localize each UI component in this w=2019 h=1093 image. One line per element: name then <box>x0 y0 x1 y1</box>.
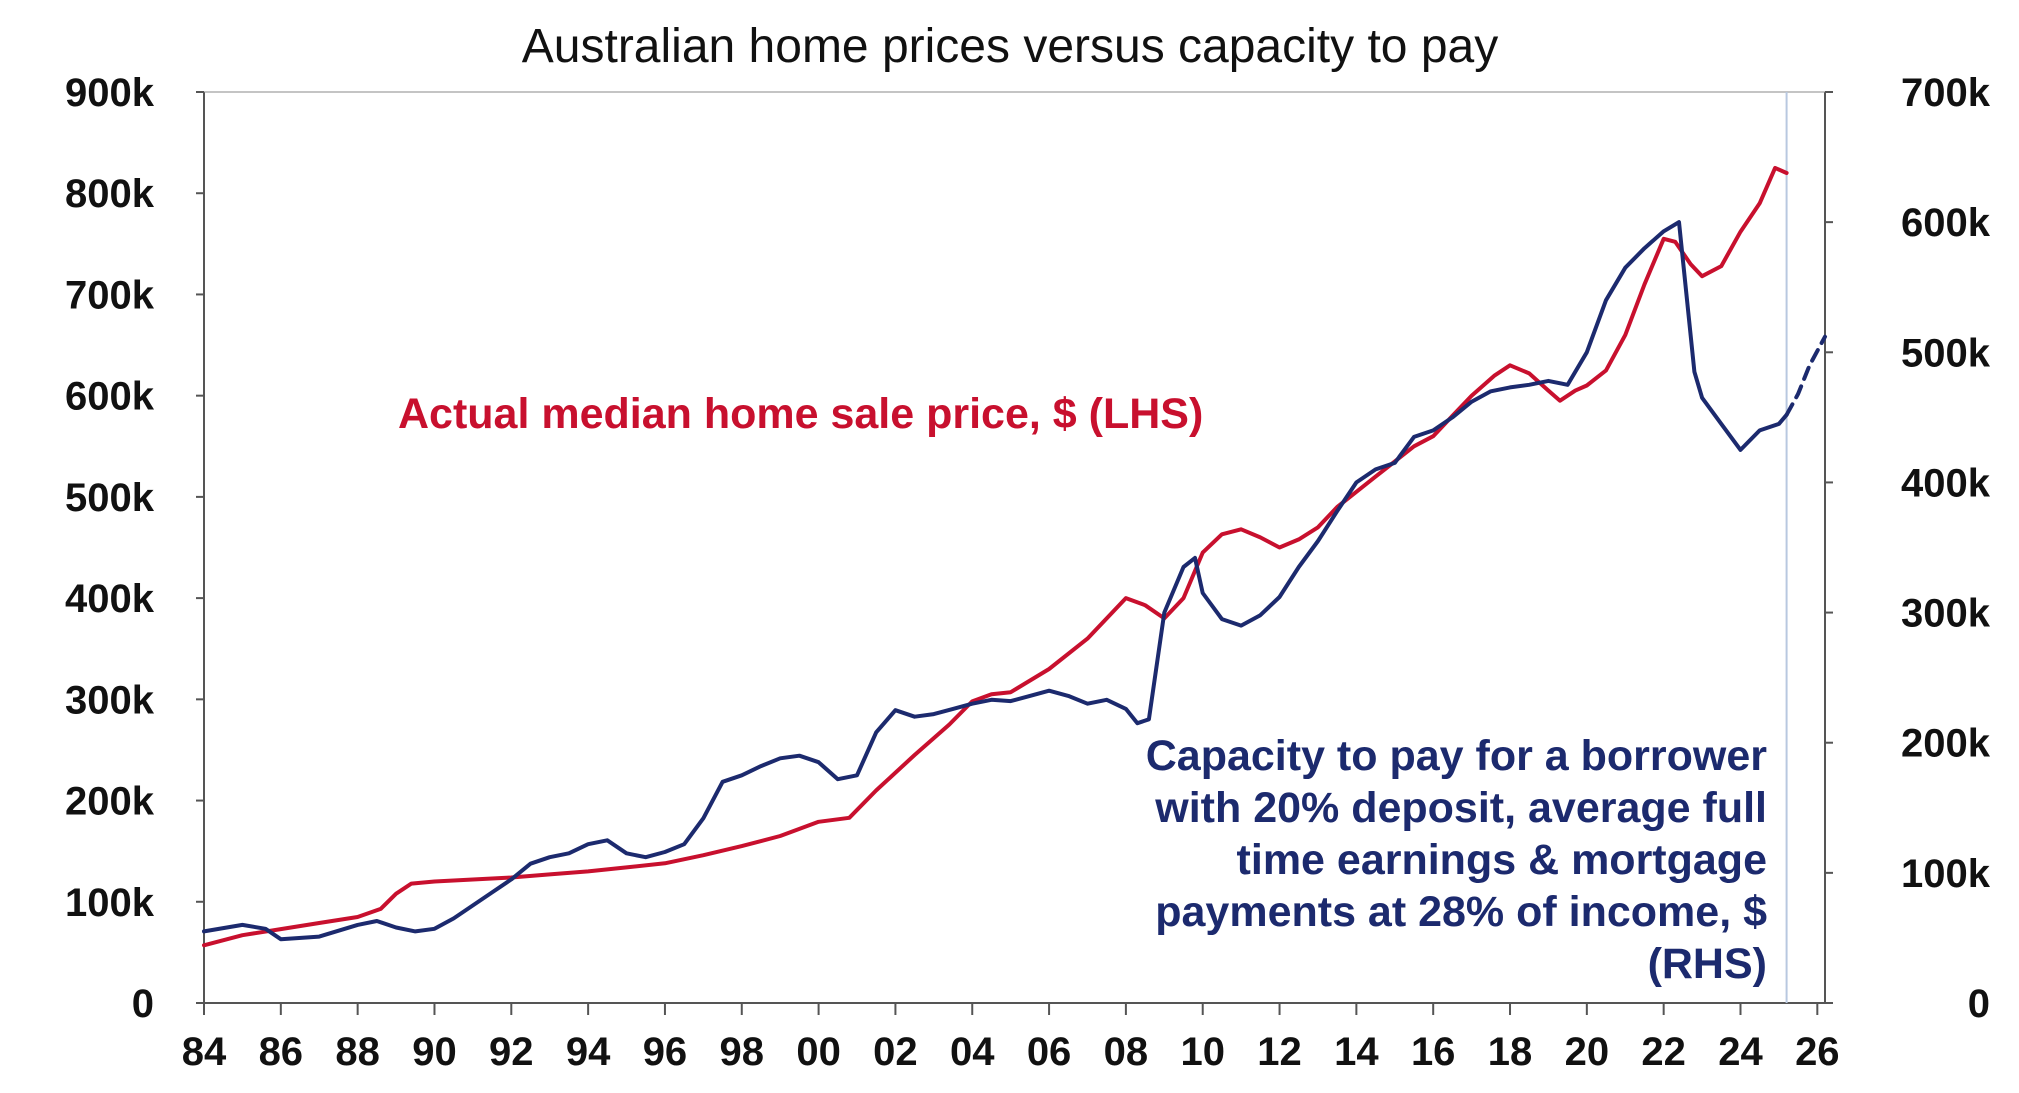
x-tick-label: 20 <box>1565 1030 1610 1074</box>
x-tick-label: 26 <box>1795 1030 1840 1074</box>
x-tick-label: 10 <box>1180 1030 1225 1074</box>
x-tick-label: 08 <box>1104 1030 1149 1074</box>
series-layer <box>202 165 1827 948</box>
x-tick-label: 02 <box>873 1030 918 1074</box>
left-tick-label: 400k <box>65 577 155 621</box>
left-tick-label: 700k <box>65 273 155 317</box>
x-tick-label: 12 <box>1257 1030 1302 1074</box>
left-tick-label: 200k <box>65 780 155 824</box>
chart-title: Australian home prices versus capacity t… <box>522 20 1498 73</box>
x-tick-label: 04 <box>950 1030 995 1074</box>
x-tick-label: 18 <box>1488 1030 1533 1074</box>
left-tick-label: 500k <box>65 476 155 520</box>
blue-annotation-line: (RHS) <box>1648 940 1767 988</box>
blue-annotation-line: time earnings & mortgage <box>1237 836 1767 884</box>
x-tick-label: 16 <box>1411 1030 1456 1074</box>
x-tick-label: 00 <box>796 1030 841 1074</box>
capacity-forecast-line <box>1784 334 1827 417</box>
left-tick-label: 800k <box>65 172 155 216</box>
left-tick-label: 600k <box>65 375 155 419</box>
left-tick-label: 900k <box>65 71 155 115</box>
right-tick-label: 600k <box>1901 201 1991 245</box>
x-tick-label: 24 <box>1718 1030 1763 1074</box>
right-axis-ticks: 0 100k 200k 300k 400k 500k 600k 700k <box>1825 71 1991 1026</box>
x-tick-label: 96 <box>643 1030 688 1074</box>
x-tick-label: 84 <box>182 1030 227 1074</box>
left-tick-label: 100k <box>65 881 155 925</box>
x-tick-label: 86 <box>259 1030 304 1074</box>
median-price-line <box>202 165 1789 948</box>
x-tick-label: 22 <box>1641 1030 1686 1074</box>
x-tick-label: 92 <box>489 1030 534 1074</box>
x-axis-ticks: 84 86 88 90 92 94 96 98 00 02 04 06 08 10 12 14 16 18 20 22… <box>182 1003 1840 1074</box>
red-series-annotation: Actual median home sale price, $ (LHS) <box>398 390 1203 438</box>
right-tick-label: 500k <box>1901 331 1991 375</box>
right-tick-label: 100k <box>1901 852 1991 896</box>
blue-annotation-line: payments at 28% of income, $ <box>1155 888 1767 936</box>
blue-annotation-line: Capacity to pay for a borrower <box>1146 732 1768 780</box>
blue-series-annotation: Capacity to pay for a borrower with 20% … <box>1146 732 1768 988</box>
right-tick-label: 700k <box>1901 71 1991 115</box>
x-tick-label: 14 <box>1334 1030 1379 1074</box>
x-tick-label: 90 <box>412 1030 457 1074</box>
left-axis-ticks: 0 100k 200k 300k 400k 500k 600k 700k 800k 900k <box>65 71 204 1026</box>
x-tick-label: 88 <box>335 1030 380 1074</box>
x-tick-label: 98 <box>720 1030 765 1074</box>
left-tick-label: 0 <box>132 982 154 1026</box>
right-tick-label: 0 <box>1968 982 1990 1026</box>
x-tick-label: 06 <box>1027 1030 1072 1074</box>
left-tick-label: 300k <box>65 678 155 722</box>
x-tick-label: 94 <box>566 1030 611 1074</box>
right-tick-label: 400k <box>1901 461 1991 505</box>
capacity-to-pay-line <box>202 220 1789 942</box>
plot-frame <box>203 91 1826 1004</box>
right-tick-label: 300k <box>1901 592 1991 636</box>
blue-annotation-line: with 20% deposit, average full <box>1154 784 1767 832</box>
right-tick-label: 200k <box>1901 722 1991 766</box>
